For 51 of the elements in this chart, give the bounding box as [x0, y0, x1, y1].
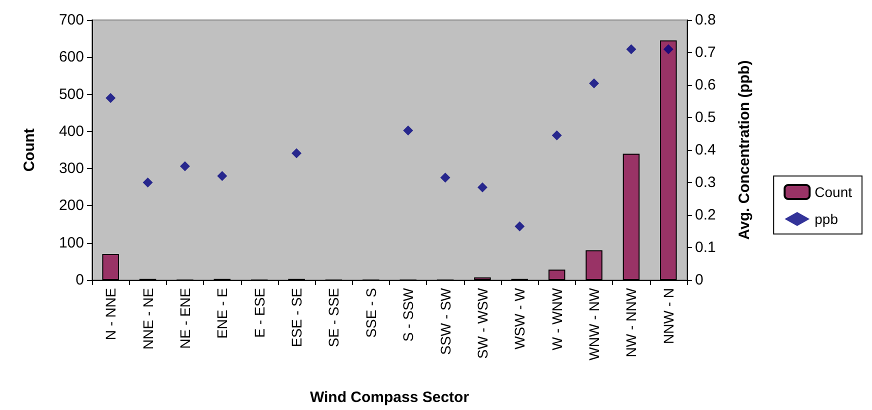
point [589, 78, 600, 88]
y-tick-label: 0 [76, 272, 84, 288]
y2-axis-title: Avg. Concentration (ppb) [736, 60, 753, 240]
x-tick-label: WNW - NW [586, 287, 602, 360]
y2-tick-label: 0 [695, 272, 704, 288]
y2-tick-label: 0.2 [695, 206, 716, 224]
x-tick-label: S - SSW [400, 287, 416, 342]
point [626, 44, 636, 54]
y-tick-label: 100 [58, 234, 84, 252]
y2-tick-label: 0.4 [695, 142, 716, 158]
point [106, 93, 116, 103]
point [292, 148, 302, 158]
point [180, 161, 190, 172]
point [142, 178, 153, 188]
x-tick-label: NNE - NE [140, 288, 156, 350]
y-tick-label: 600 [58, 48, 84, 66]
x-tick-label: NNW - N [660, 288, 676, 344]
point [217, 171, 228, 181]
y-tick-label: 400 [58, 122, 84, 140]
y-tick-label: 200 [58, 197, 84, 214]
x-tick-label: ESE - SE [288, 288, 305, 348]
y-tick-label: 500 [58, 86, 84, 103]
y-tick-label: 700 [58, 12, 84, 28]
y-tick-label: 300 [58, 160, 84, 178]
y2-tick-label: 0.5 [695, 109, 716, 126]
x-tick-label: W - WNW [548, 287, 565, 350]
x-tick-label: E - ESE [251, 288, 268, 338]
x-axis-title: Wind Compass Sector [310, 389, 470, 406]
point [440, 172, 450, 183]
x-tick-label: ENE - E [214, 288, 230, 339]
point [663, 44, 674, 54]
point [514, 221, 525, 232]
x-tick-label: NW - NNW [623, 287, 640, 358]
y2-tick-label: 0.8 [695, 12, 716, 28]
x-tick-label: N - NNE [102, 288, 119, 340]
x-tick-label: SSW - SW [437, 287, 454, 355]
legend-label: Count [814, 184, 852, 200]
y2-tick-label: 0.7 [695, 44, 716, 61]
point [477, 182, 488, 192]
x-tick-label: WSW - W [512, 287, 528, 350]
x-tick-label: SE - SSE [326, 288, 342, 348]
point [552, 130, 562, 140]
y2-tick-label: 0.1 [695, 239, 716, 256]
x-tick-label: SSE - S [362, 288, 379, 338]
legend-label: ppb [814, 211, 838, 227]
y2-tick-label: 0.6 [695, 76, 716, 94]
y-axis-title: Count [21, 128, 38, 172]
point [403, 126, 414, 136]
x-tick-label: NE - ENE [176, 288, 193, 349]
y2-tick-label: 0.3 [695, 174, 716, 191]
x-tick-label: SW - WSW [474, 287, 490, 359]
